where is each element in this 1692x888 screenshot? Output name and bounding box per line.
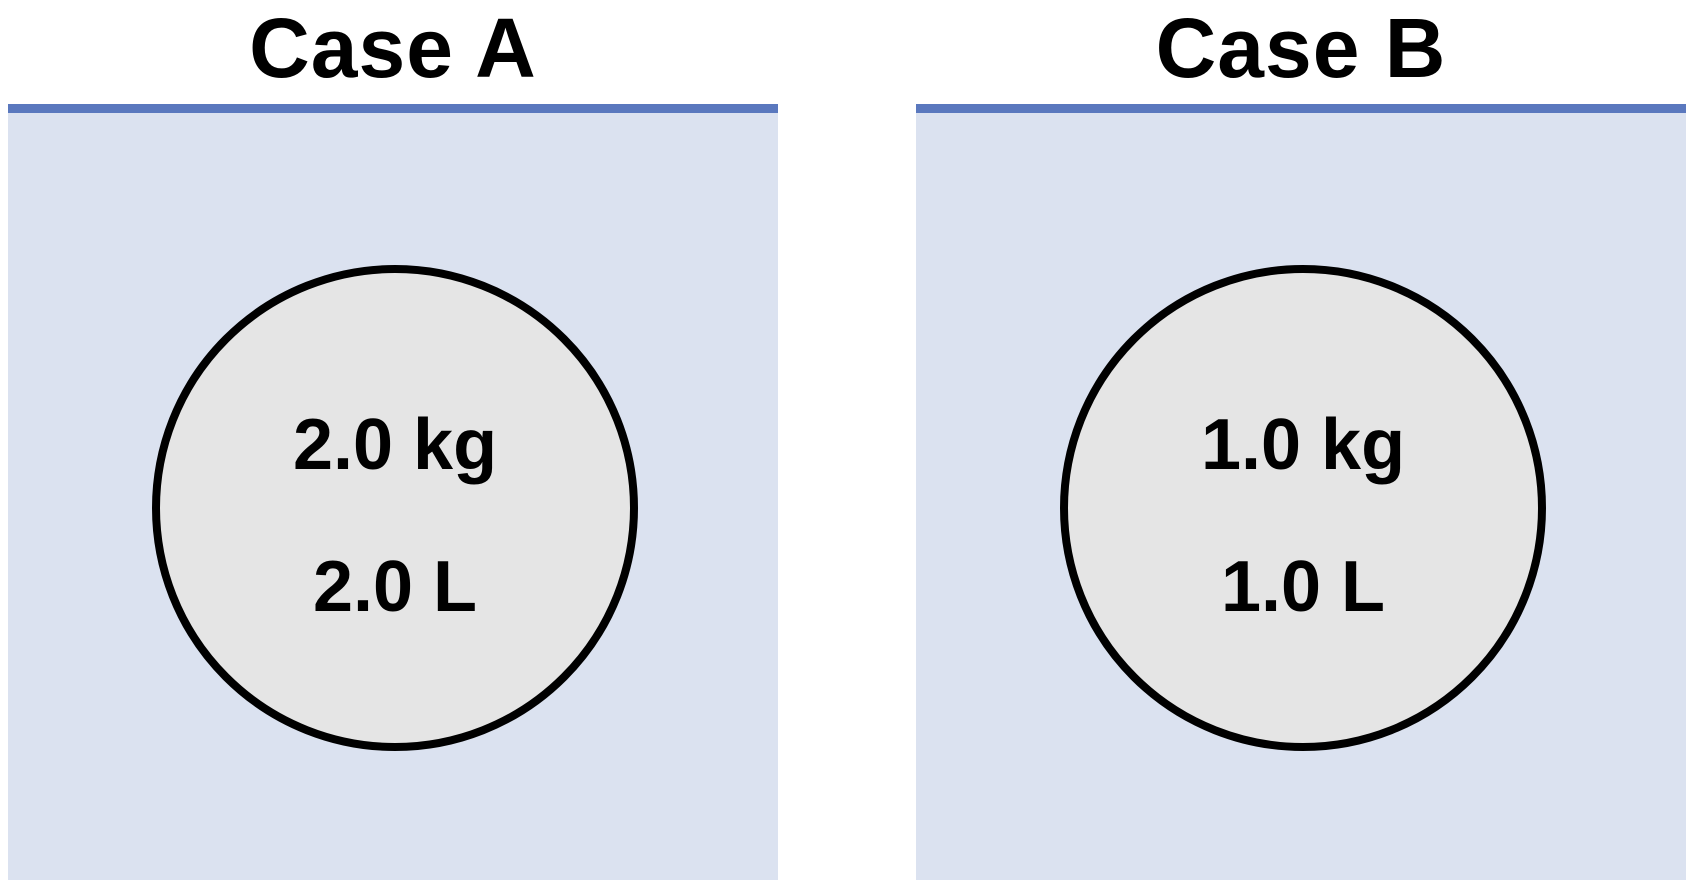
case-a-mass-label: 2.0 kg — [292, 405, 498, 485]
case-a-liquid-surface — [8, 104, 778, 113]
case-b-volume-label: 1.0 L — [1220, 547, 1386, 627]
case-a-object: 2.0 kg 2.0 L — [152, 265, 638, 751]
case-b-mass-label: 1.0 kg — [1200, 405, 1406, 485]
case-b-liquid-surface — [916, 104, 1686, 113]
case-a-volume-label: 2.0 L — [312, 547, 478, 627]
case-b-title: Case B — [1155, 1, 1447, 95]
case-a-title: Case A — [249, 1, 537, 95]
case-b-object: 1.0 kg 1.0 L — [1060, 265, 1546, 751]
